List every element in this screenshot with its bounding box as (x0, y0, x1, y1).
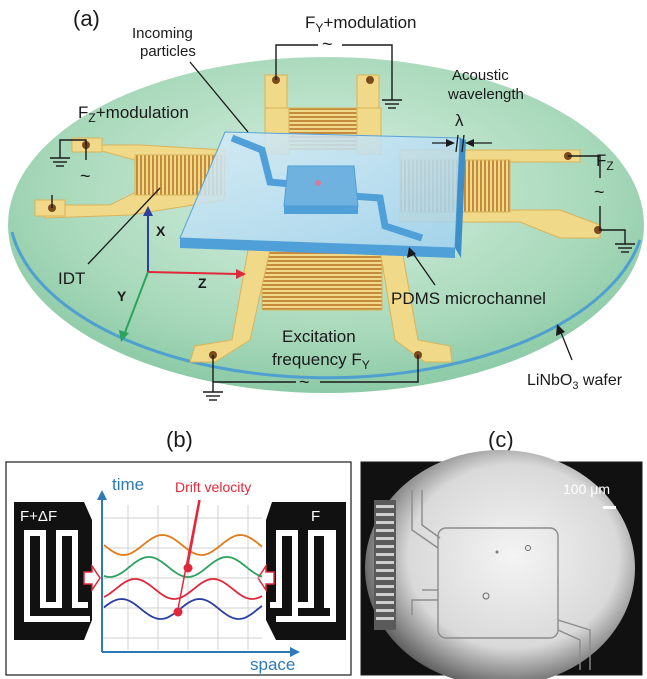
panel-b-tag: (b) (166, 427, 193, 452)
axis-z-line (147, 271, 239, 275)
idt-left-b (14, 502, 92, 640)
wafer-edge (10, 231, 642, 380)
scale-bar (603, 506, 616, 509)
axis-x-label: X (156, 223, 166, 239)
tilde-bottom: ~ (299, 372, 310, 392)
panel-c: (c) (360, 427, 643, 679)
axis-y-line (123, 271, 149, 336)
pdms-block (179, 131, 466, 258)
axes: X Z Y (117, 206, 246, 342)
excitation-label-line1: Excitation (282, 327, 356, 346)
excitation-label-line2: frequency FY (272, 350, 370, 372)
tilde-left: ~ (80, 166, 91, 186)
fy-modulation-label: FY+modulation (305, 13, 417, 35)
idt-label: IDT (58, 269, 85, 288)
panel-a: (a) (8, 6, 644, 401)
micrograph-idt (374, 500, 396, 630)
panel-b: (b) F+ΔF (5, 427, 352, 676)
wave-1 (103, 534, 263, 556)
wiring-top (275, 44, 402, 109)
wiring-right (568, 155, 635, 253)
micrograph-channel (411, 490, 591, 670)
idt-pointer (87, 187, 161, 265)
fz-modulation-label: FZ+modulation (78, 103, 189, 125)
drift-pointer-lower (177, 499, 200, 610)
drift-point-lower (173, 607, 183, 617)
pdms-pointer (411, 251, 436, 286)
waves (103, 534, 263, 620)
incoming-label-line1: Incoming (132, 25, 193, 42)
tilde-top: ~ (322, 34, 333, 54)
space-label: space (250, 655, 295, 674)
wiring-bottom (203, 355, 419, 401)
incoming-pointer (189, 61, 249, 133)
fz-label: FZ (596, 151, 614, 173)
wafer-pointer (559, 329, 573, 361)
acoustic-label-line2: wavelength (447, 86, 524, 103)
panel-c-tag: (c) (488, 427, 514, 452)
drift-pointer-upper (187, 499, 201, 566)
electrode-bottom (189, 249, 453, 363)
particle-c1 (525, 545, 531, 551)
right-arrow (257, 563, 275, 593)
lambda-label: λ (455, 111, 464, 130)
incoming-label-line2: particles (140, 43, 196, 60)
wave-3 (103, 578, 263, 600)
time-label: time (112, 475, 144, 494)
left-idt-label: F+ΔF (20, 508, 57, 525)
axis-z-label: Z (198, 275, 207, 291)
acoustic-label-line1: Acoustic (452, 67, 509, 84)
axis-y-label: Y (117, 288, 127, 304)
drift-velocity-label: Drift velocity (175, 479, 251, 495)
particle-c2 (482, 592, 490, 600)
wave-2 (103, 556, 263, 578)
particle-c3 (495, 550, 499, 554)
micrograph-field (365, 450, 635, 679)
wave-4 (103, 598, 263, 620)
idt-right-b (266, 502, 346, 640)
particle (315, 180, 321, 186)
panel-a-tag: (a) (73, 6, 100, 31)
left-arrow (83, 563, 101, 593)
tilde-right: ~ (594, 182, 605, 202)
pdms-label: PDMS microchannel (391, 289, 546, 308)
scale-bar-label: 100 μm (563, 481, 610, 497)
wiring-left (50, 139, 87, 208)
idt-bottom (261, 249, 383, 311)
right-idt-label: F (311, 508, 320, 525)
wafer-label: LiNbO3 wafer (527, 372, 623, 392)
